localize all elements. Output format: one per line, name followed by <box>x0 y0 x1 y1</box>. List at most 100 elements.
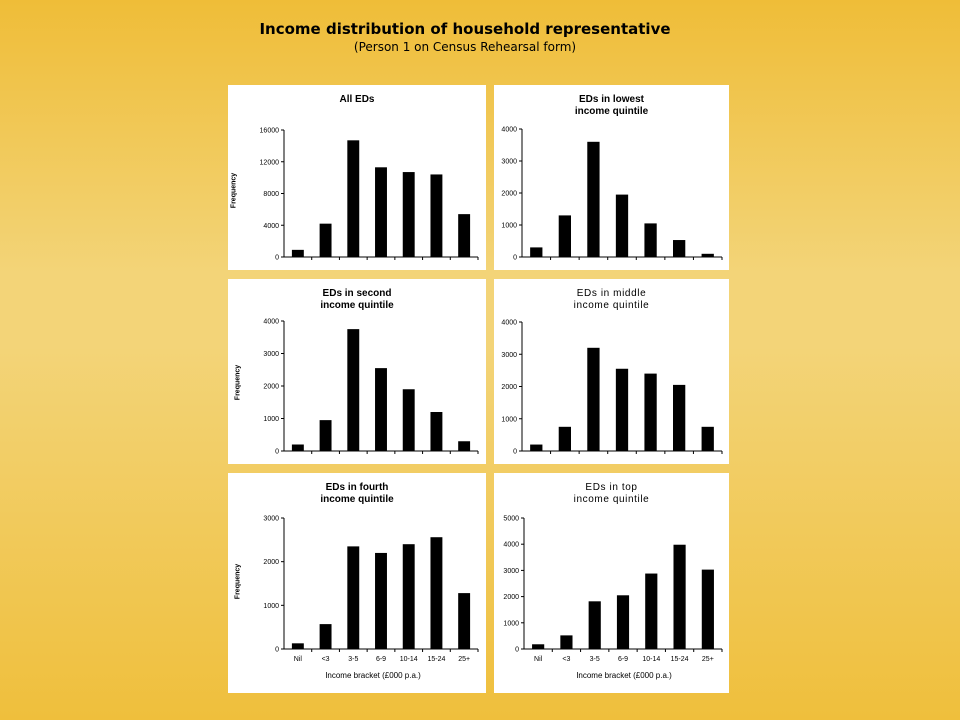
bar-25+ <box>458 214 471 257</box>
bar-<3 <box>558 215 571 257</box>
bar-6-9 <box>615 368 629 451</box>
bar-3-5 <box>588 601 601 649</box>
chart-svg: 0 1000 2000 3000 Nil <3 3-5 6-9 10-14 15-24 25+ <box>263 516 479 663</box>
bar-3-5 <box>347 140 360 257</box>
bar-Nil <box>530 444 543 451</box>
bar-15-24 <box>673 240 686 257</box>
y-tick-label: 2000 <box>503 594 519 601</box>
chart-lowest-quintile: 0 1000 2000 3000 4000 EDs in lowest income q… <box>494 85 729 270</box>
chart-title: EDs in top income quintile <box>573 482 650 505</box>
y-tick-label: 1000 <box>501 223 517 230</box>
x-tick-label: <3 <box>562 656 570 663</box>
y-tick-label: 4000 <box>263 319 279 326</box>
bar-10-14 <box>402 389 415 451</box>
bar-15-24 <box>673 384 686 451</box>
chart-title: EDs in lowest income quintile <box>574 94 649 117</box>
x-tick-label: 25+ <box>702 656 714 663</box>
chart-second-quintile: 0 1000 2000 3000 4000 EDs in second income q… <box>228 279 486 464</box>
bar-6-9 <box>615 194 629 257</box>
y-axis-label: Frequency <box>234 364 242 401</box>
y-tick-label: 16000 <box>260 128 280 135</box>
bar-3-5 <box>587 347 600 451</box>
y-tick-label: 0 <box>275 647 279 654</box>
x-tick-label: 3-5 <box>348 656 358 663</box>
bar-<3 <box>560 635 573 649</box>
bar-15-24 <box>430 537 443 649</box>
y-axis-label: Frequency <box>234 563 242 600</box>
bar-Nil <box>291 249 304 257</box>
bar-3-5 <box>347 329 360 451</box>
y-tick-label: 4000 <box>263 223 279 230</box>
chart-svg: 0 1000 2000 3000 4000 <box>501 127 723 262</box>
page-subtitle: (Person 1 on Census Rehearsal form) <box>353 40 577 54</box>
bar-10-14 <box>645 573 658 649</box>
y-tick-label: 4000 <box>501 320 517 327</box>
chart-svg: 0 1000 2000 3000 4000 5000 Nil <3 3-5 6-9 10-14 15-… <box>503 516 723 663</box>
y-tick-label: 1000 <box>263 603 279 610</box>
chart-svg: 0 4000 8000 12000 16000 <box>260 128 479 262</box>
y-tick-label: 4000 <box>501 127 517 134</box>
x-tick-label: 6-9 <box>376 656 386 663</box>
y-tick-label: 0 <box>513 449 517 456</box>
x-tick-label: <3 <box>322 656 330 663</box>
bar-25+ <box>701 426 714 451</box>
y-tick-label: 8000 <box>263 191 279 198</box>
x-axis-label: Income bracket (£000 p.a.) <box>325 671 421 680</box>
bar-15-24 <box>430 174 443 257</box>
y-tick-label: 1000 <box>503 620 519 627</box>
y-tick-label: 3000 <box>263 516 279 523</box>
y-tick-label: 0 <box>275 255 279 262</box>
y-tick-label: 2000 <box>501 191 517 198</box>
bar-10-14 <box>644 373 657 451</box>
bar-6-9 <box>616 595 630 649</box>
bar-15-24 <box>673 544 686 649</box>
y-tick-label: 4000 <box>503 542 519 549</box>
chart-title: All EDs <box>339 94 375 105</box>
y-tick-label: 0 <box>513 255 517 262</box>
x-axis-label: Income bracket (£000 p.a.) <box>576 671 672 680</box>
bar-Nil <box>530 247 543 257</box>
y-tick-label: 3000 <box>501 159 517 166</box>
bar-25+ <box>458 441 471 451</box>
bar-3-5 <box>347 546 360 649</box>
bar-25+ <box>701 569 714 649</box>
x-tick-label: 25+ <box>458 656 470 663</box>
y-tick-label: 12000 <box>260 159 280 166</box>
bar-6-9 <box>375 552 387 649</box>
y-tick-label: 2000 <box>263 559 279 566</box>
y-tick-label: 3000 <box>263 351 279 358</box>
chart-title: EDs in fourth income quintile <box>320 482 394 505</box>
x-tick-label: 6-9 <box>618 656 628 663</box>
chart-middle-quintile: 0 1000 2000 3000 4000 EDs in middle income q… <box>494 279 729 464</box>
y-tick-label: 1000 <box>263 416 279 423</box>
y-tick-label: 5000 <box>503 516 519 523</box>
x-tick-label: 3-5 <box>590 656 600 663</box>
chart-all-eds: 0 4000 8000 12000 16000 All EDs Frequency <box>228 85 486 270</box>
bar-25+ <box>458 593 471 649</box>
chart-fourth-quintile: 0 1000 2000 3000 Nil <3 3-5 6-9 10-14 15-24 25+ ED… <box>228 473 486 693</box>
bar-Nil <box>291 444 304 451</box>
bar-<3 <box>319 223 332 257</box>
bar-10-14 <box>644 223 657 257</box>
bar-<3 <box>558 426 571 451</box>
bar-25+ <box>701 253 714 257</box>
page-title: Income distribution of household represe… <box>259 20 671 38</box>
bar-10-14 <box>402 172 415 257</box>
chart-svg: 0 1000 2000 3000 4000 <box>263 319 479 456</box>
y-tick-label: 2000 <box>501 384 517 391</box>
chart-title: EDs in middle income quintile <box>573 288 650 311</box>
bar-3-5 <box>587 141 600 257</box>
bar-Nil <box>291 643 304 649</box>
x-tick-label: Nil <box>534 656 543 663</box>
bar-Nil <box>532 644 545 649</box>
y-tick-label: 3000 <box>503 568 519 575</box>
bar-<3 <box>319 420 332 451</box>
x-tick-label: 10-14 <box>400 656 418 663</box>
y-axis-label: Frequency <box>230 172 238 209</box>
y-tick-label: 3000 <box>501 352 517 359</box>
chart-top-quintile: 0 1000 2000 3000 4000 5000 Nil <3 3-5 6-9 10-14 15-… <box>494 473 729 693</box>
x-tick-label: 15-24 <box>427 656 445 663</box>
bar-6-9 <box>375 368 387 451</box>
y-tick-label: 2000 <box>263 384 279 391</box>
x-tick-label: 10-14 <box>642 656 660 663</box>
